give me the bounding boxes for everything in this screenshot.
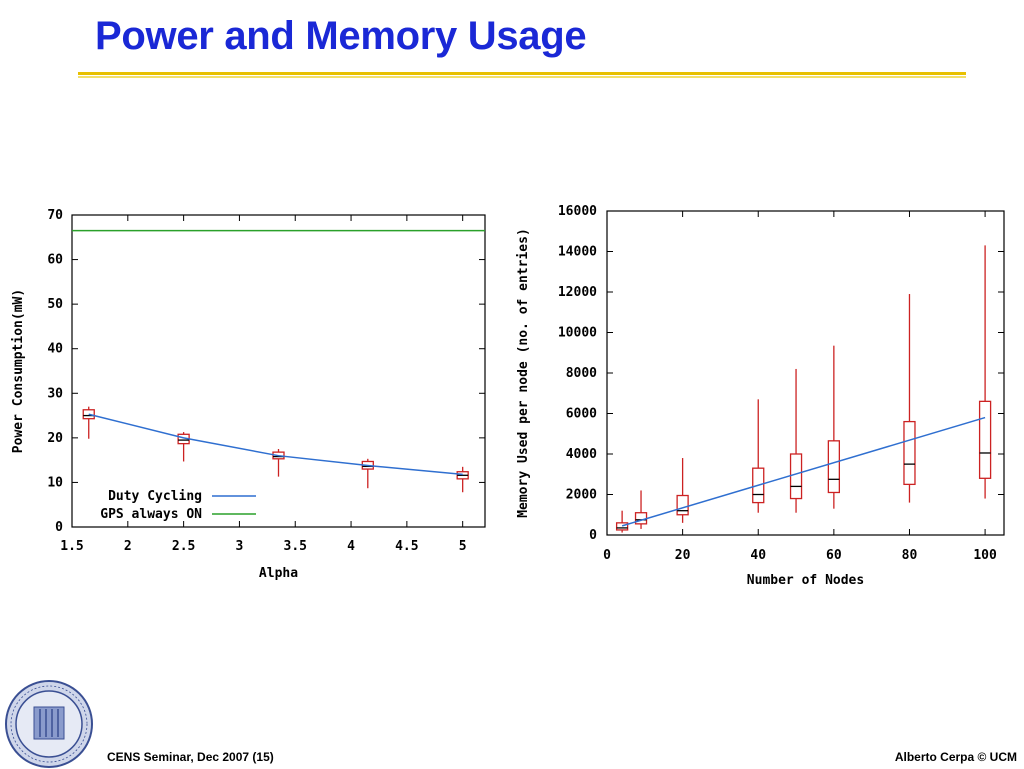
box-body bbox=[615, 522, 629, 531]
x-tick-label: 1.5 bbox=[60, 539, 83, 554]
x-tick-label: 3.5 bbox=[284, 539, 307, 554]
y-axis-label: Power Consumption(mW) bbox=[11, 289, 26, 453]
x-tick-label: 60 bbox=[826, 548, 842, 563]
box-body bbox=[827, 440, 841, 494]
x-axis-label: Alpha bbox=[259, 566, 298, 581]
y-tick-label: 70 bbox=[47, 208, 63, 223]
footer-seminar: CENS Seminar, Dec 2007 (15) bbox=[107, 750, 274, 764]
y-tick-label: 16000 bbox=[558, 204, 597, 219]
box-body bbox=[82, 409, 95, 420]
box-body bbox=[978, 400, 992, 479]
legend-label: GPS always ON bbox=[100, 507, 202, 522]
university-seal-icon bbox=[5, 680, 93, 768]
y-tick-label: 0 bbox=[55, 520, 63, 535]
charts-canvas: 0 10 20 30 40 50 60 70 1.5 2 2.5 3 3.5 4 4.5 5 Alpha Powe… bbox=[11, 204, 1005, 588]
y-tick-label: 10000 bbox=[558, 326, 597, 341]
y-axis-label: Memory Used per node (no. of entries) bbox=[516, 228, 531, 518]
y-tick-label: 30 bbox=[47, 386, 63, 401]
series-line-duty-cycling bbox=[88, 413, 463, 476]
x-tick-label: 20 bbox=[675, 548, 691, 563]
box-body bbox=[789, 453, 803, 500]
x-tick-label: 80 bbox=[902, 548, 918, 563]
memory-usage-chart: 0 2000 4000 6000 8000 10000 12000 14000 16000 0 20… bbox=[516, 204, 1005, 588]
y-tick-label: 12000 bbox=[558, 285, 597, 300]
title-underline bbox=[78, 72, 966, 75]
box-body bbox=[676, 494, 689, 516]
series-line-duty-cycling bbox=[621, 416, 986, 527]
title-underline-shadow bbox=[78, 76, 966, 78]
y-tick-label: 10 bbox=[47, 475, 63, 490]
box-body bbox=[634, 512, 648, 525]
box-body bbox=[903, 420, 916, 486]
x-tick-label: 2 bbox=[124, 539, 132, 554]
x-tick-label: 4.5 bbox=[395, 539, 418, 554]
x-tick-label: 0 bbox=[603, 548, 611, 563]
footer-author: Alberto Cerpa © UCM bbox=[894, 750, 1017, 764]
x-tick-label: 2.5 bbox=[172, 539, 195, 554]
y-tick-label: 50 bbox=[47, 297, 63, 312]
x-tick-label: 3 bbox=[236, 539, 244, 554]
y-tick-label: 40 bbox=[47, 342, 63, 357]
x-tick-label: 5 bbox=[459, 539, 467, 554]
x-axis-label: Number of Nodes bbox=[747, 573, 864, 588]
y-tick-label: 20 bbox=[47, 431, 63, 446]
y-tick-label: 14000 bbox=[558, 245, 597, 260]
y-tick-label: 8000 bbox=[566, 366, 597, 381]
plot-frame bbox=[71, 214, 486, 528]
x-tick-label: 100 bbox=[973, 548, 997, 563]
x-tick-label: 40 bbox=[750, 548, 766, 563]
legend-label: Duty Cycling bbox=[108, 489, 202, 504]
y-tick-label: 4000 bbox=[566, 447, 597, 462]
y-tick-label: 2000 bbox=[566, 488, 597, 503]
y-tick-label: 60 bbox=[47, 253, 63, 268]
slide-title: Power and Memory Usage bbox=[95, 14, 587, 58]
y-tick-label: 0 bbox=[589, 528, 597, 543]
plot-frame bbox=[606, 210, 1005, 536]
x-tick-label: 4 bbox=[347, 539, 355, 554]
y-tick-label: 6000 bbox=[566, 407, 597, 422]
power-consumption-chart: 0 10 20 30 40 50 60 70 1.5 2 2.5 3 3.5 4 4.5 5 Alpha Powe… bbox=[11, 208, 486, 581]
